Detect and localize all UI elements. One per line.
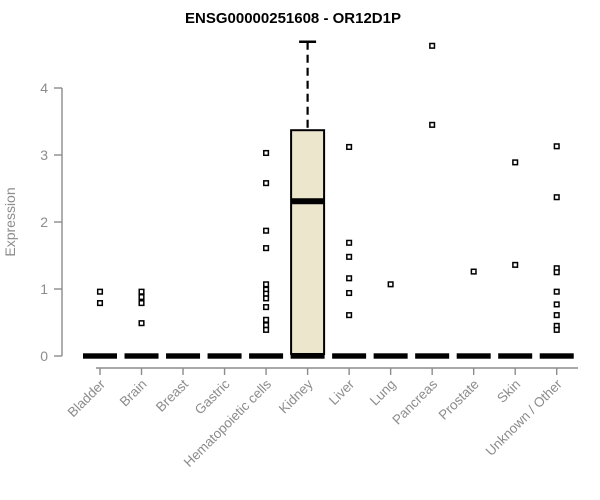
outlier-point bbox=[429, 42, 436, 49]
outlier-point bbox=[553, 312, 560, 319]
x-axis-label: Kidney bbox=[276, 376, 316, 416]
outlier-point bbox=[387, 281, 394, 288]
outlier-point bbox=[346, 312, 353, 319]
x-axis-label: Breast bbox=[153, 376, 191, 414]
y-axis-title: Expression bbox=[2, 187, 18, 256]
outlier-point bbox=[96, 288, 104, 295]
outlier-point bbox=[553, 143, 560, 150]
baseline-bar bbox=[373, 353, 408, 359]
outlier-point bbox=[346, 239, 353, 246]
outlier-point bbox=[553, 326, 560, 333]
y-tick-label: 4 bbox=[40, 80, 48, 96]
x-axis-label: Skin bbox=[494, 377, 523, 406]
outlier-point bbox=[138, 300, 145, 307]
outlier-point bbox=[512, 261, 519, 268]
plot-area bbox=[83, 40, 574, 359]
outlier-point bbox=[346, 275, 353, 282]
outlier-point bbox=[138, 320, 145, 327]
outlier-point bbox=[263, 322, 270, 329]
outlier-point bbox=[263, 316, 270, 323]
baseline-bar bbox=[83, 353, 117, 359]
y-tick-label: 0 bbox=[40, 348, 48, 364]
baseline-bar bbox=[332, 353, 367, 359]
outlier-point bbox=[553, 269, 560, 276]
outlier-point bbox=[512, 159, 519, 166]
baseline-bar bbox=[207, 353, 242, 359]
x-axis-label: Brain bbox=[117, 377, 150, 410]
outlier-point bbox=[263, 295, 270, 302]
outlier-point bbox=[346, 253, 353, 260]
baseline-bar bbox=[290, 353, 325, 359]
outlier-point bbox=[263, 245, 270, 252]
outlier-point bbox=[470, 268, 477, 275]
x-axis-label: Liver bbox=[326, 376, 358, 408]
outlier-point bbox=[553, 194, 560, 201]
baseline-bar bbox=[124, 353, 159, 359]
x-axis-label: Prostate bbox=[436, 377, 482, 423]
y-tick-label: 3 bbox=[40, 147, 48, 163]
outlier-point bbox=[263, 290, 270, 297]
outlier-point bbox=[263, 180, 270, 187]
outlier-point bbox=[429, 121, 436, 128]
outlier-point bbox=[263, 281, 270, 288]
baseline-bar bbox=[249, 353, 284, 359]
outlier-point bbox=[138, 288, 145, 295]
baseline-bar bbox=[456, 353, 491, 359]
outlier-point bbox=[263, 304, 270, 311]
baseline-bar bbox=[539, 353, 574, 359]
x-axis-label: Unknown / Other bbox=[483, 376, 566, 459]
x-axis-label: Gastric bbox=[192, 376, 233, 417]
outlier-point bbox=[553, 288, 560, 295]
outlier-point bbox=[346, 143, 353, 151]
x-axis-label: Pancreas bbox=[389, 376, 440, 427]
y-tick-label: 1 bbox=[40, 281, 48, 297]
baseline-bar bbox=[415, 353, 450, 359]
outlier-point bbox=[263, 149, 270, 157]
baseline-bar bbox=[498, 353, 533, 359]
y-tick-label: 2 bbox=[40, 214, 48, 230]
chart-title: ENSG00000251608 - OR12D1P bbox=[185, 10, 401, 27]
box bbox=[290, 129, 326, 355]
outlier-point bbox=[263, 326, 270, 333]
baseline-bar bbox=[166, 353, 201, 359]
outlier-point bbox=[346, 289, 353, 297]
outlier-point bbox=[553, 301, 560, 308]
x-axis-label: Bladder bbox=[65, 376, 109, 420]
outlier-point bbox=[263, 227, 270, 234]
median-line bbox=[291, 198, 325, 205]
x-axis-label: Lung bbox=[367, 377, 399, 409]
outlier-point bbox=[96, 300, 104, 307]
outlier-point bbox=[138, 293, 145, 301]
